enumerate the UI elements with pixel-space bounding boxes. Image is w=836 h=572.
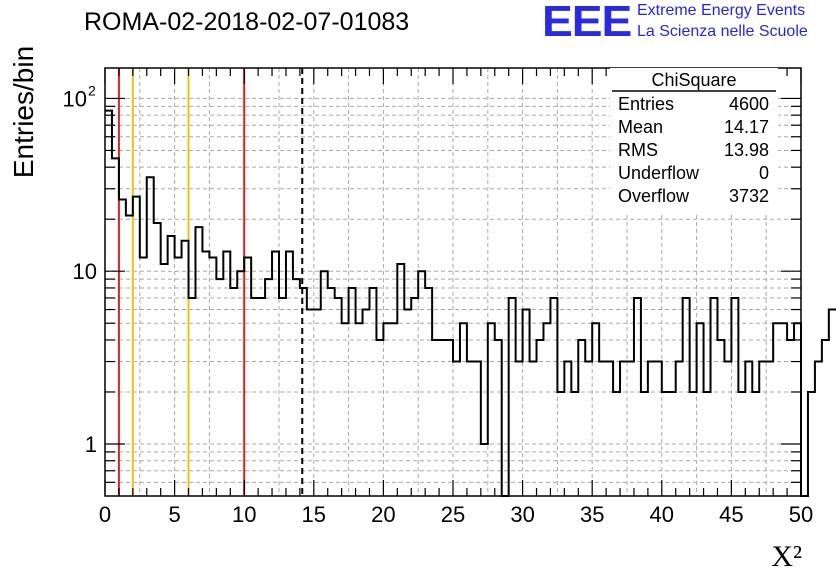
stats-rows: Entries 4600 Mean 14.17 RMS 13.98 Underflow 0 Ov…: [618, 94, 769, 206]
logo-line-2: La Scienza nelle Scuole: [637, 23, 808, 40]
y-tick-label: 10: [63, 86, 87, 111]
stats-label: Entries: [618, 94, 674, 114]
x-tick-label: 40: [650, 502, 674, 527]
x-tick-label: 15: [302, 502, 326, 527]
eee-logo: EEE: [542, 0, 632, 46]
chart-title: ROMA-02-2018-02-07-01083: [84, 8, 410, 36]
stats-box: ChiSquare Entries 4600 Mean 14.17 RMS 13.98 Un…: [610, 68, 778, 212]
x-tick-label: 5: [168, 502, 180, 527]
x-tick-label: 30: [510, 502, 534, 527]
y-axis-label: Entries/bin: [8, 46, 39, 178]
stats-label: Underflow: [618, 163, 700, 183]
x-axis-label: X²: [771, 540, 802, 572]
x-tick-labels: 0 5 10 15 20 25 30 35 40 45 50: [99, 502, 813, 527]
y-tick-exponent: 2: [88, 82, 96, 98]
stats-label: Overflow: [618, 186, 690, 206]
stats-title: ChiSquare: [651, 70, 736, 90]
x-tick-label: 25: [441, 502, 465, 527]
stats-value: 4600: [729, 94, 769, 114]
stats-value: 14.17: [724, 117, 769, 137]
stats-label: Mean: [618, 117, 663, 137]
x-tick-label: 50: [789, 502, 813, 527]
y-tick-label: 10: [73, 259, 97, 284]
x-tick-label: 45: [719, 502, 743, 527]
x-tick-label: 35: [580, 502, 604, 527]
stats-label: RMS: [618, 140, 658, 160]
logo-line-1: Extreme Energy Events: [637, 2, 806, 19]
stats-value: 0: [759, 163, 769, 183]
reference-lines: [117, 68, 304, 496]
stats-value: 3732: [729, 186, 769, 206]
y-tick-label: 1: [85, 432, 97, 457]
histogram-series: [105, 109, 836, 497]
axis-ticks: [104, 68, 802, 496]
x-tick-label: 0: [99, 502, 111, 527]
x-tick-label: 20: [371, 502, 395, 527]
stats-value: 13.98: [724, 140, 769, 160]
x-tick-label: 10: [232, 502, 256, 527]
